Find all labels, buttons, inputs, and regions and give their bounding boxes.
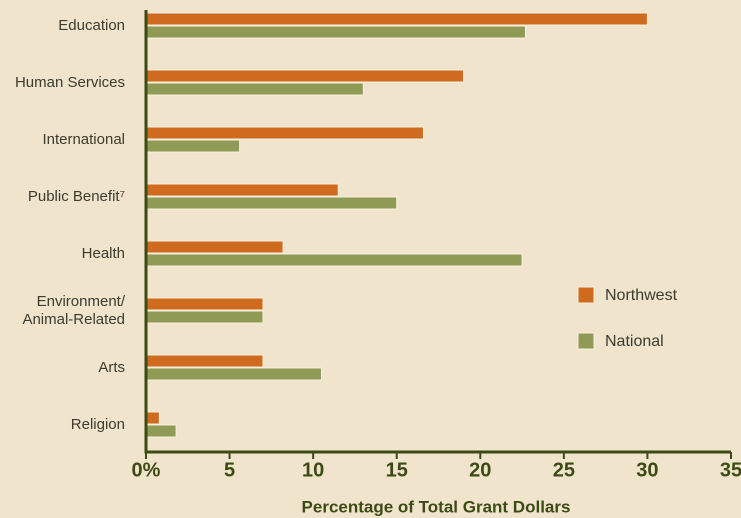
x-tick-label: 25 — [553, 459, 575, 481]
bar — [145, 196, 398, 210]
category-label: Religion — [70, 416, 125, 433]
category-label: Arts — [98, 359, 125, 376]
bar — [145, 139, 241, 153]
category-label: Health — [81, 245, 125, 262]
category-label: Human Services — [14, 74, 125, 91]
legend-label: National — [605, 333, 664, 350]
category-label: International — [42, 131, 125, 148]
bar — [145, 240, 284, 254]
x-tick-label: 15 — [386, 459, 408, 481]
bar — [145, 12, 648, 26]
x-tick-label: 30 — [636, 459, 658, 481]
legend-swatch — [577, 286, 595, 304]
x-tick-label: 35 — [720, 459, 741, 481]
bar — [145, 183, 339, 197]
x-axis-label: Percentage of Total Grant Dollars — [302, 497, 571, 516]
legend-label: Northwest — [605, 287, 678, 304]
category-label: Public Benefit⁷ — [27, 188, 125, 205]
bar — [145, 297, 264, 311]
category-label: Environment/ Animal-Related — [22, 293, 125, 328]
bar — [145, 126, 424, 140]
bar — [145, 411, 160, 425]
category-label: Education — [58, 17, 125, 34]
bar — [145, 367, 322, 381]
x-tick-label: 5 — [224, 459, 235, 481]
x-tick-label: 20 — [469, 459, 491, 481]
bar — [145, 354, 264, 368]
bar — [145, 253, 523, 267]
bar — [145, 69, 465, 83]
bar — [145, 82, 364, 96]
bar — [145, 424, 177, 438]
x-tick-label: 10 — [302, 459, 324, 481]
x-tick-label: 0% — [132, 459, 161, 481]
bar — [145, 25, 526, 39]
legend-swatch — [577, 332, 595, 350]
bar — [145, 310, 264, 324]
